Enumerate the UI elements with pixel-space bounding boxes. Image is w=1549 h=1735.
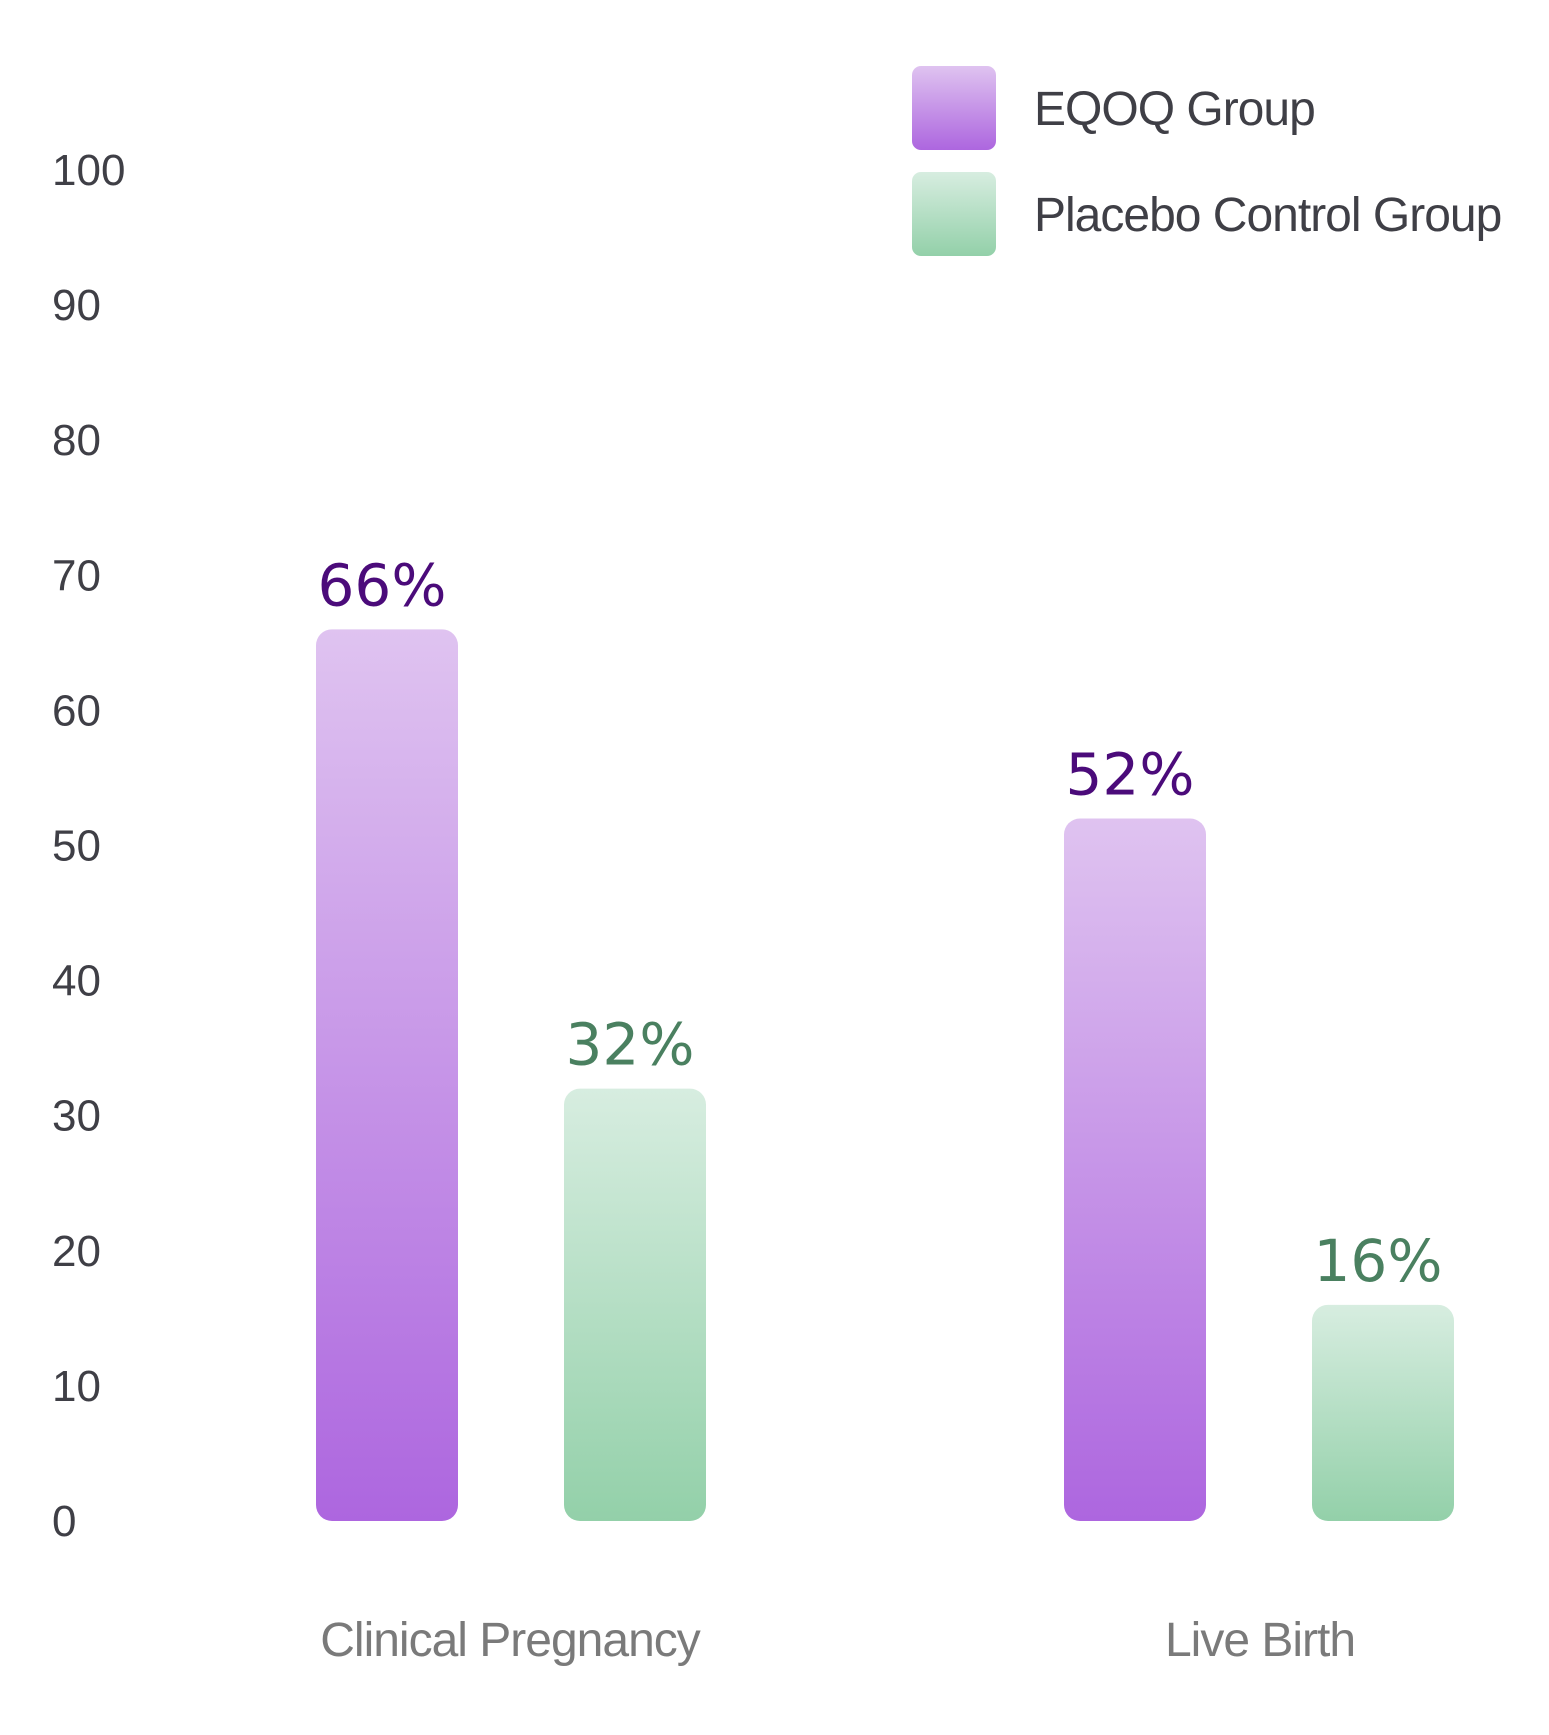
y-axis: 0 10 20 30 40 50 60 70 80 90 100 [52,146,125,1546]
y-tick-label: 50 [52,822,101,871]
x-category-label: Clinical Pregnancy [320,1614,701,1667]
y-tick-label: 30 [52,1092,101,1141]
legend-label: Placebo Control Group [1034,189,1501,242]
bar-eqoq-clinical-pregnancy [316,629,458,1521]
data-label: 66% [318,551,447,619]
legend-swatch [912,66,996,150]
y-tick-label: 90 [52,281,101,330]
legend-swatch [912,172,996,256]
bar-placebo-live-birth [1312,1304,1454,1521]
y-tick-label: 10 [52,1362,101,1411]
y-tick-label: 80 [52,416,101,465]
data-label: 32% [566,1011,695,1079]
y-tick-label: 100 [52,146,125,195]
x-axis: Clinical Pregnancy Live Birth [320,1614,1356,1667]
bar-eqoq-live-birth [1064,818,1206,1521]
y-tick-label: 0 [52,1497,76,1546]
data-label: 16% [1314,1227,1443,1295]
y-tick-label: 60 [52,686,101,735]
bars-group [316,629,1454,1521]
y-tick-label: 40 [52,957,101,1006]
bar-placebo-clinical-pregnancy [564,1088,706,1521]
legend-label: EQOQ Group [1034,83,1315,136]
data-label: 52% [1066,740,1195,808]
data-labels-group: 66% 32% 52% 16% [318,551,1443,1294]
y-tick-label: 20 [52,1227,101,1276]
x-category-label: Live Birth [1165,1614,1355,1667]
y-tick-label: 70 [52,551,101,600]
legend: EQOQ Group Placebo Control Group [912,66,1502,256]
